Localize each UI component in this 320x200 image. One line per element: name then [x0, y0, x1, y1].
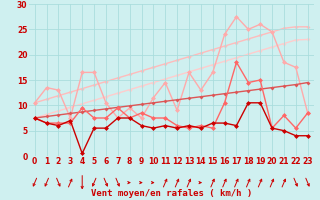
Text: Vent moyen/en rafales ( km/h ): Vent moyen/en rafales ( km/h ): [91, 189, 252, 198]
